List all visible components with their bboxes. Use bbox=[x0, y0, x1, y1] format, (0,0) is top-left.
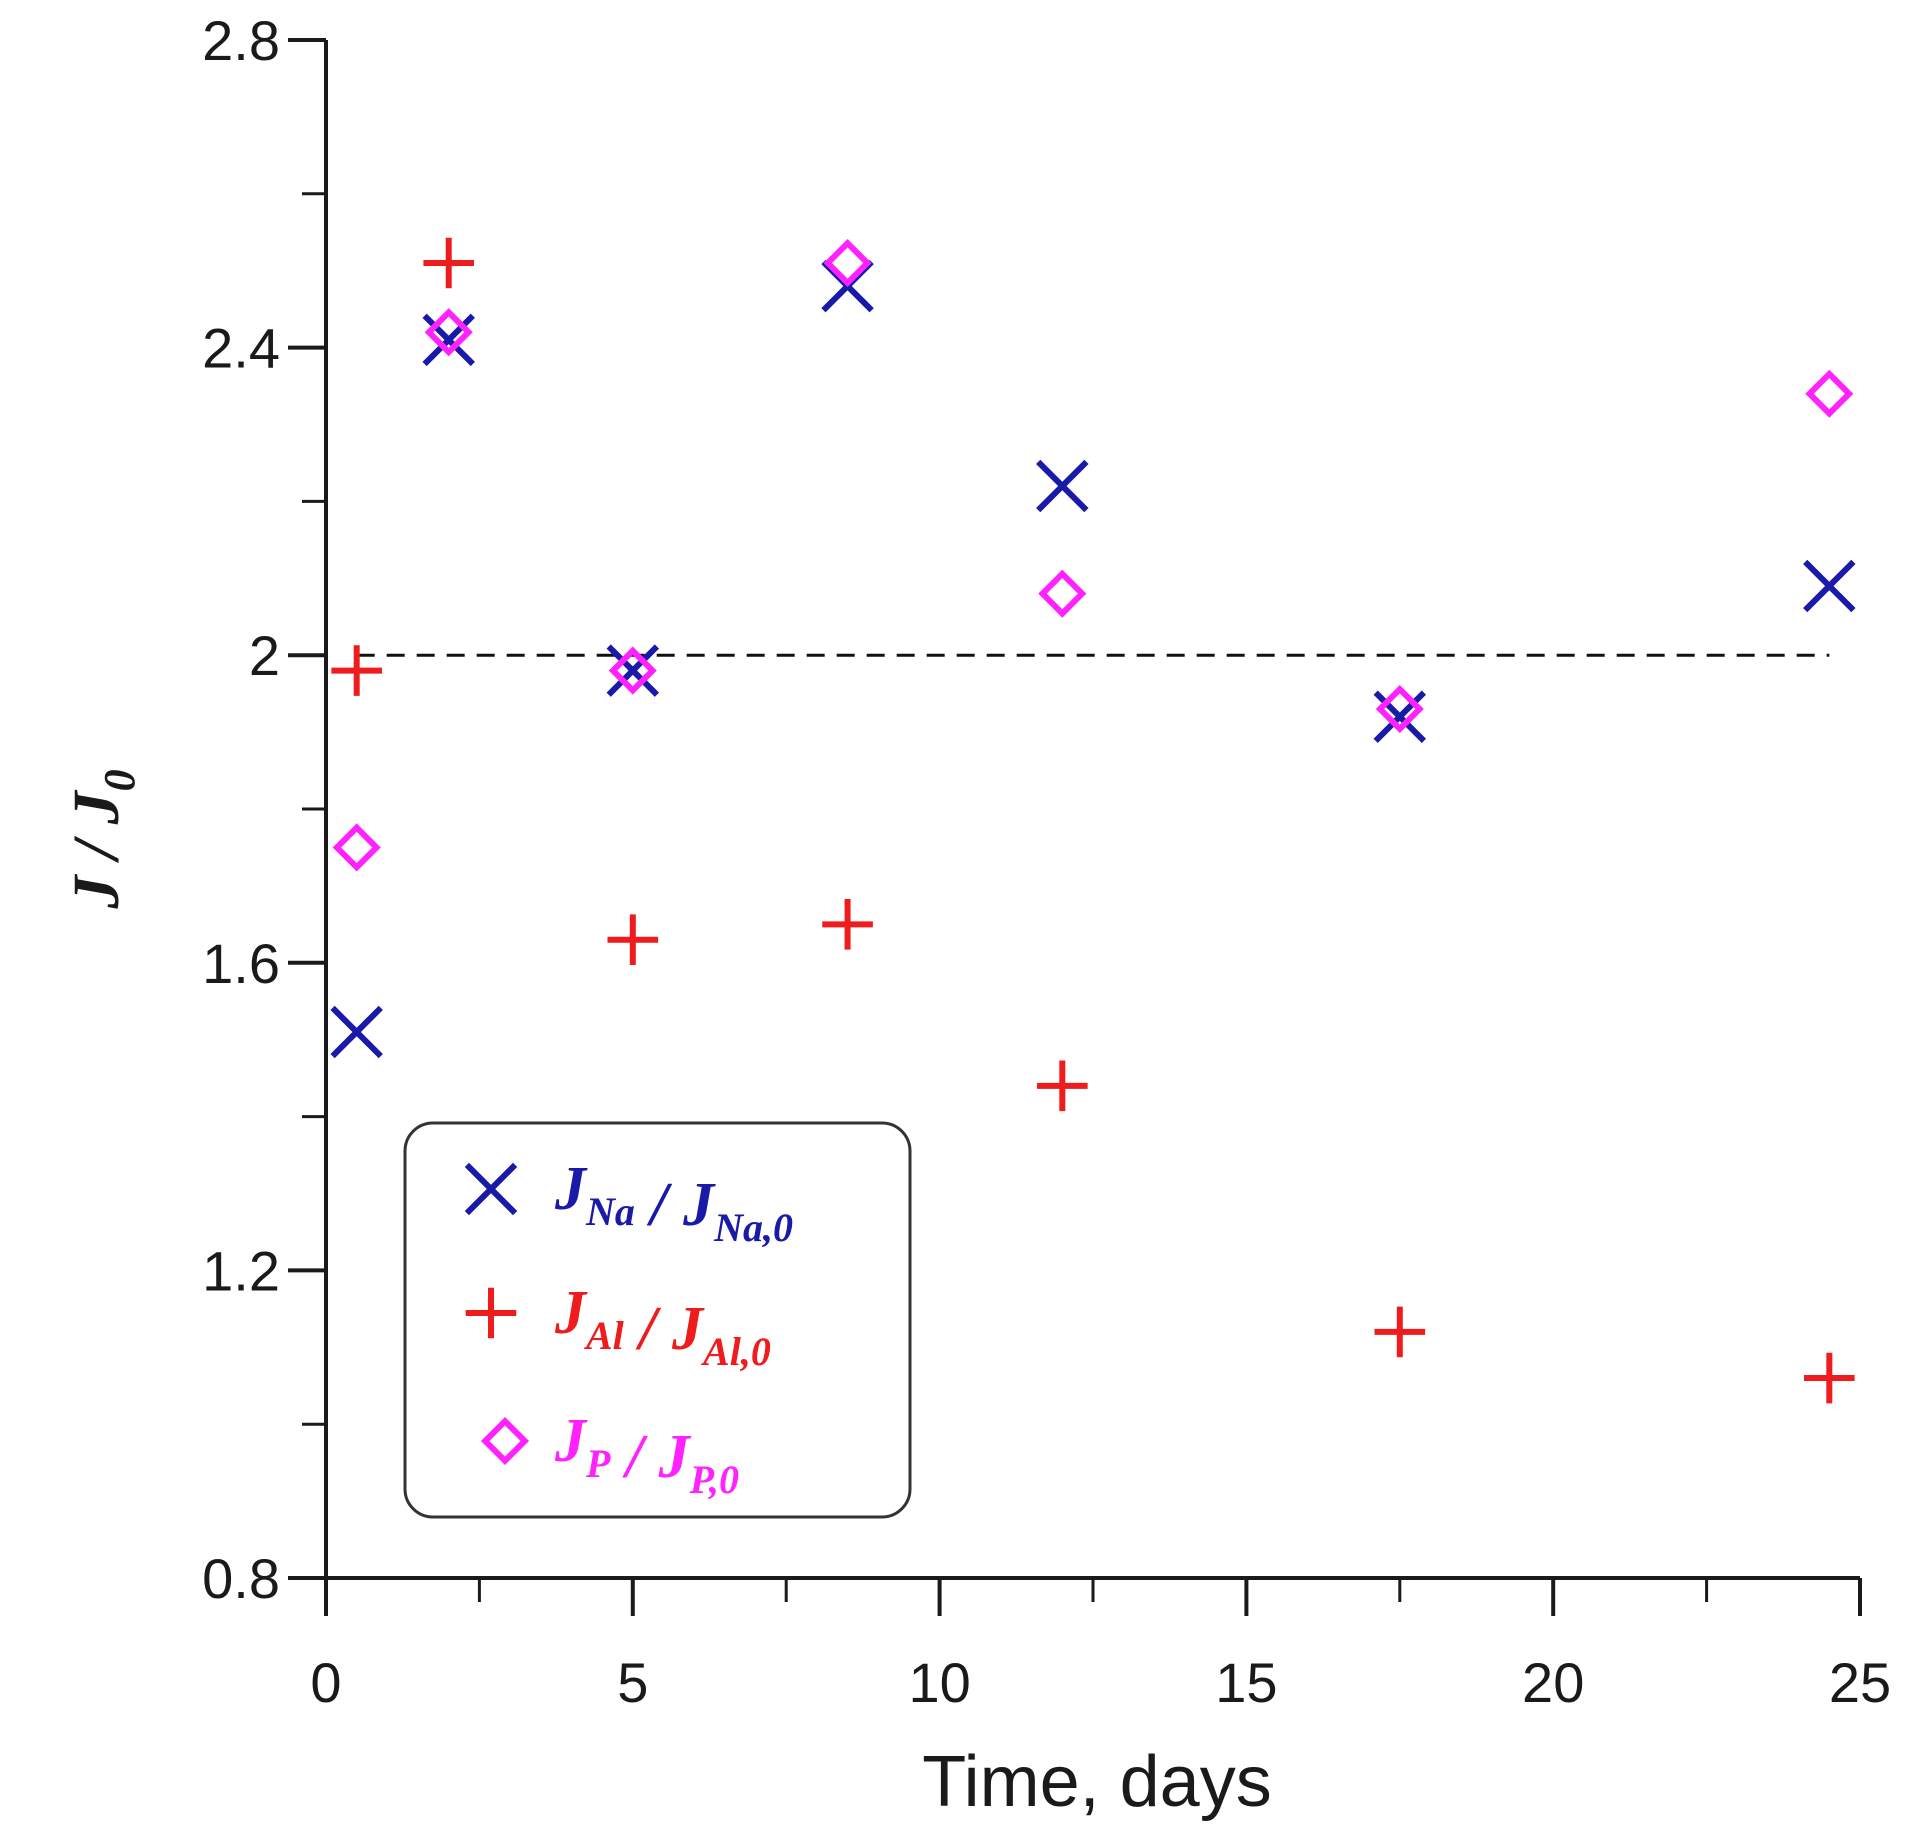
legend-subscript: Na,0 bbox=[713, 1205, 793, 1250]
x-tick-label: 15 bbox=[1215, 1651, 1277, 1714]
x-tick-label: 20 bbox=[1522, 1651, 1584, 1714]
legend-text-part: / bbox=[635, 1171, 683, 1239]
data-point-plus bbox=[1804, 1352, 1855, 1404]
data-point-x bbox=[330, 1005, 383, 1059]
data-point-plus bbox=[607, 914, 659, 966]
y-axis-title: J / J0 bbox=[60, 769, 144, 909]
y-tick-label: 0.8 bbox=[202, 1547, 280, 1610]
y-tick-label: 1.6 bbox=[202, 932, 280, 995]
data-point-diamond bbox=[1805, 369, 1854, 418]
legend-subscript: Na bbox=[585, 1189, 635, 1234]
x-tick-label: 10 bbox=[908, 1651, 970, 1714]
x-stroke bbox=[330, 1005, 383, 1059]
legend-text-part: J bbox=[554, 1279, 588, 1347]
y-axis-title-group: J / J0 bbox=[60, 769, 144, 909]
legend-subscript: Al bbox=[583, 1313, 625, 1358]
data-point-diamond bbox=[1038, 569, 1087, 618]
series-plus bbox=[331, 237, 1855, 1404]
series-diamond bbox=[332, 238, 1854, 872]
y-title-part: J bbox=[60, 789, 133, 825]
y-tick-label: 2 bbox=[249, 624, 280, 687]
y-tick-label: 2.4 bbox=[202, 317, 280, 380]
legend-label: JAl / JAl,0 bbox=[554, 1279, 771, 1374]
x-tick-label: 5 bbox=[617, 1651, 648, 1714]
data-point-diamond bbox=[823, 238, 872, 288]
legend-text-part: J bbox=[554, 1155, 588, 1223]
data-point-diamond bbox=[608, 646, 657, 695]
data-point-plus bbox=[1037, 1060, 1088, 1112]
data-point-x bbox=[1803, 559, 1856, 613]
legend-marker-plus bbox=[465, 1287, 517, 1339]
x-stroke bbox=[606, 644, 660, 697]
data-point-x bbox=[1036, 459, 1089, 513]
data-point-x bbox=[606, 644, 660, 697]
y-title-subscript: 0 bbox=[95, 769, 144, 791]
legend-marker-diamond bbox=[480, 1416, 530, 1466]
y-tick-label: 1.2 bbox=[202, 1239, 280, 1302]
legend-label: JNa / JNa,0 bbox=[554, 1155, 793, 1250]
legend-text-part: J bbox=[671, 1295, 705, 1363]
legend-marker-x bbox=[464, 1162, 518, 1216]
legend-text-part: J bbox=[682, 1171, 716, 1239]
data-point-diamond bbox=[1375, 684, 1424, 734]
x-tick-label: 0 bbox=[310, 1651, 341, 1714]
legend-subscript: Al,0 bbox=[700, 1329, 771, 1374]
data-point-diamond bbox=[424, 308, 473, 357]
data-point-plus bbox=[822, 899, 873, 950]
axes: 0.8 1.2 1.6 2 2.4 2.8 0 5 10 15 20 25 bbox=[202, 9, 1891, 1714]
legend-text-part: J bbox=[658, 1423, 692, 1491]
legend-label: JP / JP,0 bbox=[554, 1407, 739, 1502]
legend-text-part: J bbox=[554, 1407, 588, 1475]
data-marks bbox=[330, 237, 1856, 1404]
x-stroke bbox=[1036, 459, 1089, 513]
y-tick-label: 2.8 bbox=[202, 9, 280, 72]
legend-subscript: P bbox=[585, 1441, 611, 1486]
series-x bbox=[330, 259, 1856, 1059]
legend-text-part: / bbox=[610, 1423, 658, 1491]
x-stroke bbox=[464, 1162, 518, 1216]
x-tick-label: 25 bbox=[1829, 1651, 1891, 1714]
legend-box bbox=[403, 1121, 912, 1519]
y-title-part: J bbox=[60, 874, 133, 910]
y-title-part: / bbox=[60, 824, 133, 875]
data-point-plus bbox=[1374, 1306, 1426, 1358]
x-axis-title: Time, days bbox=[922, 1742, 1271, 1822]
data-point-plus bbox=[423, 237, 475, 289]
legend-text-part: / bbox=[624, 1295, 672, 1363]
x-stroke bbox=[1803, 559, 1856, 613]
data-point-plus bbox=[331, 645, 382, 696]
legend-subscript: P,0 bbox=[689, 1457, 739, 1502]
data-point-diamond bbox=[332, 823, 381, 872]
